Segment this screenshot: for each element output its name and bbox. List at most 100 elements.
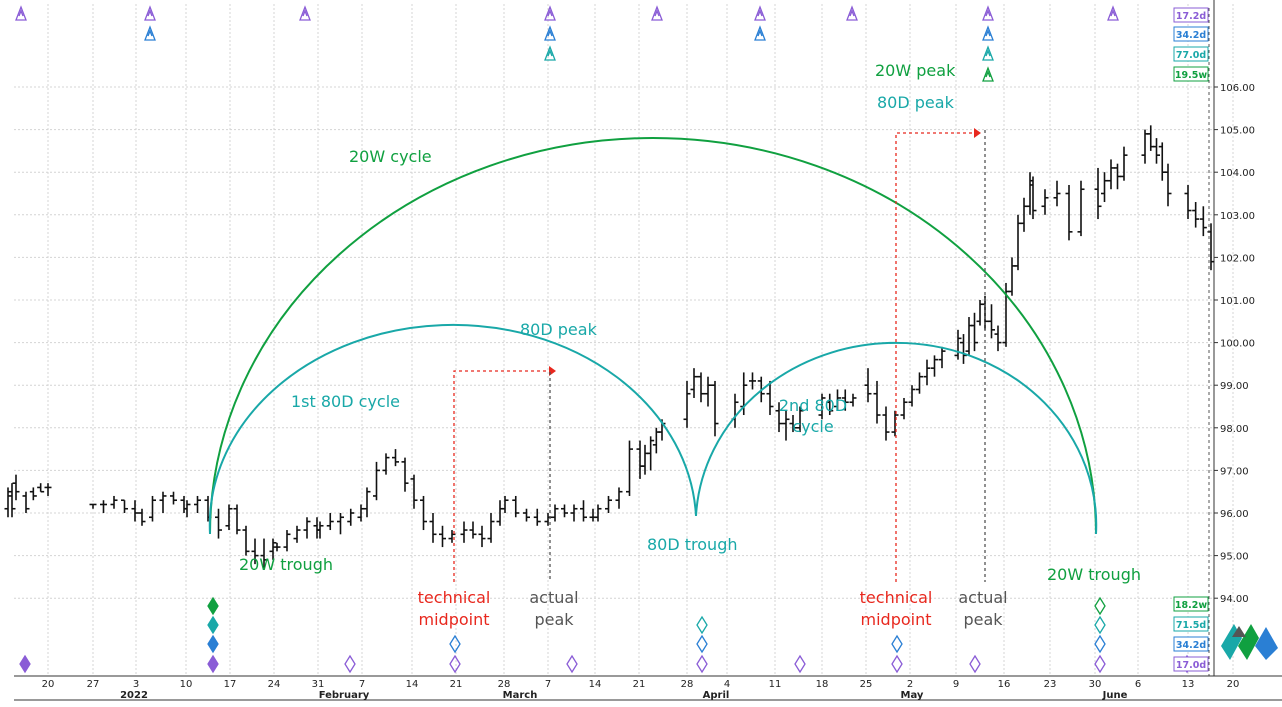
y-tick-label: 98.00 (1220, 424, 1249, 435)
cycle-trough-diamond-icon (449, 654, 461, 674)
label-technical-midpoint-2b: midpoint (861, 610, 932, 629)
price-bar (183, 500, 191, 518)
y-tick-label: 106.00 (1220, 83, 1255, 94)
price-bar (849, 393, 857, 407)
cycle-peak-triangle-icon (982, 25, 994, 41)
label-actual-peak-2a: actual (958, 588, 1007, 607)
price-bar (782, 410, 790, 441)
cycle-trough-diamond-icon (969, 654, 981, 674)
x-tick-label: 11 (769, 679, 782, 690)
price-bar (170, 491, 177, 505)
price-bar (766, 380, 774, 416)
cycle-peak-triangle-icon (754, 25, 766, 41)
price-bar (460, 521, 468, 543)
price-bar (1041, 189, 1049, 215)
price-bar (873, 380, 881, 424)
cycle-trough-diamond-icon (1094, 596, 1106, 616)
month-label: February (319, 690, 370, 701)
price-bar (864, 368, 872, 403)
grid-lines (14, 4, 1234, 676)
badge-bottom-34-2d-box (1173, 636, 1209, 652)
cycle-peak-triangle-icon (15, 5, 27, 21)
y-tick-label: 102.00 (1220, 253, 1255, 264)
y-tick-label: 95.00 (1220, 552, 1249, 563)
cycle-trough-diamond-icon (1094, 634, 1106, 654)
price-bar (110, 495, 118, 509)
cycle-peak-triangle-icon (144, 5, 156, 21)
cycle-peak-triangle-icon (544, 45, 556, 61)
month-label: March (503, 690, 538, 701)
badge-bottom-34-2d: 34.2d (1176, 640, 1206, 651)
price-bar (429, 513, 437, 543)
price-bar (1164, 163, 1172, 207)
cycle-trough-diamond-icon (207, 654, 219, 674)
price-bar (283, 530, 291, 552)
price-bar (626, 440, 633, 496)
month-label: May (901, 690, 924, 701)
cycle-trough-diamond-icon (794, 654, 806, 674)
price-bar (971, 312, 978, 352)
cycle-peak-triangle-icon (982, 66, 994, 82)
x-tick-label: 20 (42, 679, 55, 690)
cycle-trough-diamond-icon (207, 634, 219, 654)
price-bar (697, 372, 705, 403)
cycle-peak-triangle-icon (1107, 5, 1119, 21)
cycle-badges-top: 17.2d 34.2d 77.0d 19.5w (1173, 7, 1209, 82)
cycle-trough-diamond-icon (1094, 654, 1106, 674)
badge-bottom-18-2w: 18.2w (1175, 600, 1207, 611)
price-bar (994, 325, 1002, 352)
x-tick-label: 21 (633, 679, 646, 690)
cycle-peak-triangle-icon (544, 25, 556, 41)
price-bar (37, 483, 45, 493)
badge-top-17-2d: 17.2d (1176, 11, 1206, 22)
y-tick-label: 101.00 (1220, 296, 1255, 307)
label-20w-cycle: 20W cycle (349, 147, 432, 166)
cycle-markers (15, 5, 1193, 674)
price-bar (410, 474, 418, 509)
cycle-peak-triangle-icon (982, 45, 994, 61)
cycle-peak-triangle-icon (754, 5, 766, 21)
price-bar (131, 500, 139, 522)
price-bar (215, 508, 222, 539)
x-tick-label: 20 (1227, 679, 1240, 690)
price-bar (225, 504, 233, 531)
price-bar (121, 499, 128, 513)
price-bar (8, 483, 16, 518)
price-bar (796, 406, 804, 433)
price-bar (1101, 172, 1108, 203)
x-tick-label: 23 (1044, 679, 1057, 690)
badge-top-77-0d: 77.0d (1176, 50, 1206, 61)
price-bar (818, 393, 826, 420)
price-bar (704, 376, 712, 407)
x-tick-label: 10 (180, 679, 193, 690)
label-technical-midpoint-2a: technical (860, 588, 933, 607)
x-tick-label: 28 (681, 679, 694, 690)
badge-top-77-0d-box (1173, 46, 1209, 62)
cycle-peak-triangle-icon (846, 5, 858, 21)
price-bar (12, 474, 20, 501)
price-bar (683, 380, 691, 428)
price-bar (138, 508, 146, 526)
y-tick-label: 96.00 (1220, 509, 1249, 520)
price-bar (1199, 206, 1207, 237)
cycle-peak-triangle-icon (299, 5, 311, 21)
badge-top-34-2d-box (1173, 26, 1209, 42)
price-bar (448, 530, 456, 543)
price-bar (487, 513, 495, 543)
price-bar (1029, 176, 1037, 220)
x-tick-label: 17 (224, 679, 237, 690)
label-actual-peak-1a: actual (529, 588, 578, 607)
price-bar (4, 487, 12, 518)
x-tick-label: 18 (816, 679, 829, 690)
cycle-trough-diamond-icon (1094, 615, 1106, 635)
x-tick-label: 21 (450, 679, 463, 690)
price-bar (347, 508, 355, 526)
label-80d-peak-mid: 80D peak (520, 320, 598, 339)
cycle-trough-diamond-icon (207, 596, 219, 616)
x-tick-label: 28 (498, 679, 511, 690)
price-bar (44, 483, 52, 496)
price-bar (149, 495, 156, 522)
price-bar (303, 517, 311, 539)
y-tick-label: 94.00 (1220, 594, 1249, 605)
price-bar (469, 521, 477, 539)
